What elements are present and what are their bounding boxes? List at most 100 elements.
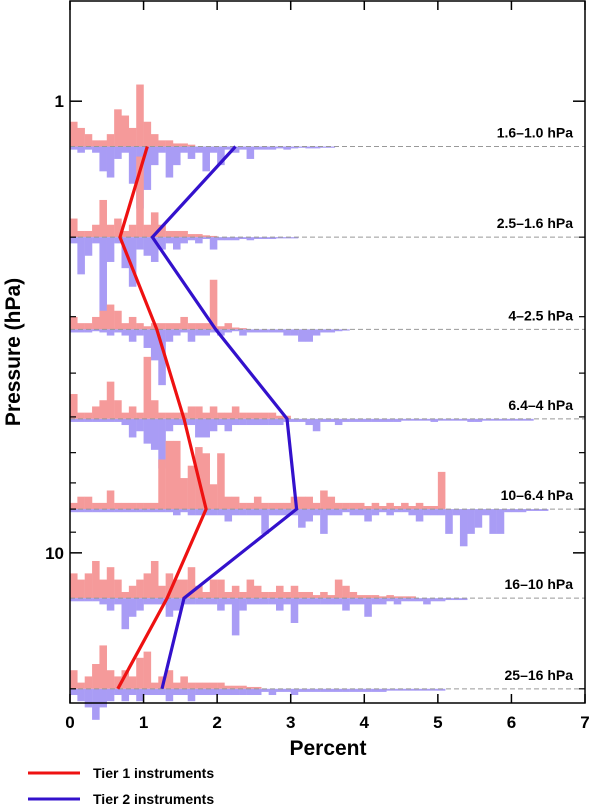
tier2-hist-bar xyxy=(224,509,233,522)
tier2-hist-bar xyxy=(356,688,365,692)
tier1-hist-bar xyxy=(136,579,144,599)
tier1-hist-bar xyxy=(209,484,218,510)
tier2-hist-bar xyxy=(496,418,505,421)
tier1-hist-bar xyxy=(349,591,358,599)
tier1-hist-bar xyxy=(77,127,85,147)
tier2-hist-bar xyxy=(327,329,336,333)
tier1-hist-bar xyxy=(195,234,203,238)
tier1-hist-bar xyxy=(128,585,137,599)
tier2-hist-bar xyxy=(246,509,255,516)
tier2-hist-bar xyxy=(261,418,269,426)
tier1-hist-bar xyxy=(143,502,152,510)
tier2-hist-bar xyxy=(305,329,313,342)
tier1-hist-bar xyxy=(173,412,181,419)
tier2-hist-bar xyxy=(452,509,461,516)
tier1-hist-bar xyxy=(253,686,262,689)
tier2-hist-bar xyxy=(187,329,196,342)
tier2-hist-bar xyxy=(106,418,115,422)
tier2-hist-bar xyxy=(364,418,372,422)
tier1-hist-bar xyxy=(136,412,144,419)
tier2-hist-bar xyxy=(423,598,431,605)
tier1-hist-bar xyxy=(173,323,181,330)
tier1-hist-bar xyxy=(261,591,269,599)
tier1-hist-bar xyxy=(224,412,233,419)
tier1-hist-bar xyxy=(150,560,159,599)
tier1-hist-bar xyxy=(217,326,225,330)
tier1-hist-bar xyxy=(195,323,203,330)
tier2-hist-bar xyxy=(143,418,152,444)
tier2-hist-bar xyxy=(452,598,461,601)
tier1-hist-bar xyxy=(106,490,115,510)
tier2-hist-bar xyxy=(70,598,78,602)
tier1-hist-bar xyxy=(77,496,85,510)
tier2-hist-bar xyxy=(136,329,144,336)
tier2-hist-bar xyxy=(187,418,196,426)
x-tick-label: 6 xyxy=(507,713,516,732)
tier1-hist-bar xyxy=(298,496,306,510)
profile-lines-layer xyxy=(116,145,299,690)
tier1-hist-bar xyxy=(150,400,159,419)
tier2-hist-bar xyxy=(334,329,343,332)
tier2-hist-bar xyxy=(246,418,255,426)
tier2-hist-bar xyxy=(276,146,284,149)
tier2-hist-bar xyxy=(276,237,284,239)
tier2-hist-bar xyxy=(261,688,269,692)
tier2-hist-bar xyxy=(158,688,166,696)
tier1-hist-bar xyxy=(158,585,166,599)
tier1-hist-bar xyxy=(84,496,93,510)
tier1-hist-bar xyxy=(231,327,240,330)
tier2-hist-bar xyxy=(114,418,122,422)
tier1-hist-bar xyxy=(77,682,85,689)
tier1-hist-bar xyxy=(217,453,225,510)
tier2-hist-bar xyxy=(209,509,218,516)
tier2-hist-bar xyxy=(253,418,262,426)
tier1-hist-bar xyxy=(224,685,233,689)
tier2-hist-bar xyxy=(239,509,247,516)
tier2-hist-bar xyxy=(92,598,100,602)
tier2-hist-bar xyxy=(408,598,416,602)
tier1-hist-bar xyxy=(276,415,284,419)
tier2-hist-bar xyxy=(290,237,299,239)
tier2-hist-bar xyxy=(77,237,85,275)
tier2-hist-bar xyxy=(298,509,306,528)
tier2-hist-bar xyxy=(150,329,159,361)
tier1-hist-bar xyxy=(187,682,196,689)
tier2-hist-bar xyxy=(253,688,262,696)
x-axis-ticks: 0 1 2 3 4 5 6 7 xyxy=(65,1,590,732)
tier2-hist-bar xyxy=(364,598,372,617)
tier1-hist-bar xyxy=(305,496,313,510)
tier1-hist-bar xyxy=(106,304,115,330)
tier1-hist-bar xyxy=(268,412,277,419)
tier2-hist-bar xyxy=(253,598,262,605)
tier1-hist-bar xyxy=(99,579,107,599)
tier2-hist-bar xyxy=(70,418,78,422)
tier2-hist-bar xyxy=(334,598,343,605)
tier2-hist-bar xyxy=(276,418,284,426)
tier2-hist-bar xyxy=(209,237,218,250)
tier2-hist-bar xyxy=(386,509,394,516)
tier1-hist-bar xyxy=(334,579,343,599)
tier2-hist-bar xyxy=(334,418,343,426)
tier1-hist-bar xyxy=(92,406,100,419)
tier2-hist-bar xyxy=(276,329,284,333)
tier2-hist-bar xyxy=(158,146,166,153)
tier1-hist-bar xyxy=(423,505,431,510)
tier2-hist-bar xyxy=(312,598,321,605)
tier2-hist-bar xyxy=(364,688,372,692)
tier1-hist-bar xyxy=(106,670,115,689)
tier2-hist-bar xyxy=(401,509,409,513)
tier2-hist-bar xyxy=(298,146,306,148)
tier2-hist-bar xyxy=(356,418,365,422)
tier2-hist-bar xyxy=(401,598,409,602)
tier2-hist-bar xyxy=(217,146,225,166)
tier1-hist-bar xyxy=(173,230,181,238)
tier1-hist-bar xyxy=(239,685,247,689)
tier2-hist-bar xyxy=(84,329,93,333)
tier2-hist-bar xyxy=(283,329,291,336)
tier2-hist-bar xyxy=(334,509,343,516)
tier2-hist-bar xyxy=(305,146,313,149)
tier2-hist-bar xyxy=(224,598,233,605)
tier2-hist-bar xyxy=(423,509,431,516)
tier2-hist-bar xyxy=(106,329,115,336)
tier1-hist-bar xyxy=(209,682,218,689)
